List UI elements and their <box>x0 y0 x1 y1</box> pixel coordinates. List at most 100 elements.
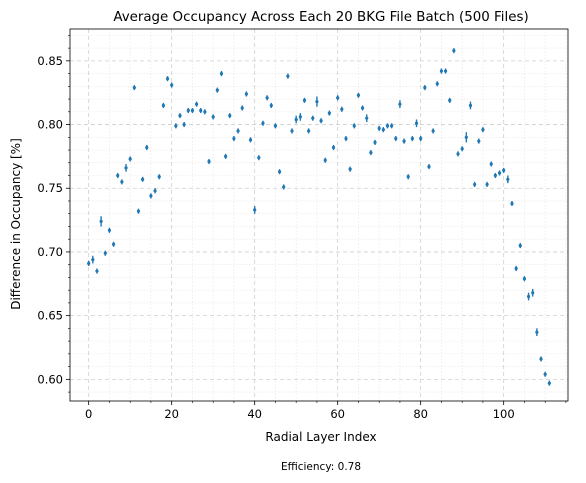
data-point <box>290 129 294 133</box>
data-point <box>319 119 323 123</box>
data-point <box>236 129 240 133</box>
data-point <box>410 136 414 141</box>
data-point <box>460 147 464 151</box>
data-point <box>414 121 419 125</box>
data-point <box>323 158 327 162</box>
data-point <box>526 294 531 299</box>
data-point <box>385 124 390 128</box>
data-point <box>394 136 398 141</box>
data-point <box>535 330 539 334</box>
data-point <box>336 96 340 100</box>
data-point <box>439 69 444 73</box>
data-point <box>485 182 489 187</box>
data-point <box>215 88 219 92</box>
data-point <box>547 381 551 385</box>
data-point <box>199 108 203 113</box>
data-point <box>373 140 377 144</box>
data-point <box>431 129 435 133</box>
data-point <box>240 106 244 110</box>
data-point <box>398 102 402 106</box>
data-point <box>182 122 186 127</box>
data-point <box>244 92 248 96</box>
data-point <box>194 102 199 106</box>
x-tick-label: 100 <box>493 407 515 421</box>
data-point <box>514 266 518 271</box>
data-point <box>307 129 311 133</box>
efficiency-footnote: Efficiency: 0.78 <box>281 461 361 473</box>
data-point <box>481 128 485 132</box>
data-point <box>311 116 315 120</box>
data-point <box>178 114 182 118</box>
data-point <box>502 168 506 173</box>
data-point <box>219 71 224 76</box>
data-point <box>348 167 352 171</box>
data-point <box>261 121 265 125</box>
data-point <box>443 69 448 73</box>
y-tick-label: 0.60 <box>37 372 63 386</box>
data-point <box>510 201 514 206</box>
data-point <box>228 114 232 118</box>
x-tick-label: 0 <box>85 407 92 421</box>
data-point <box>161 103 165 108</box>
data-point <box>186 108 190 113</box>
data-point <box>360 106 365 110</box>
data-point <box>132 86 136 90</box>
data-point <box>473 182 477 187</box>
data-point <box>257 156 261 160</box>
data-point <box>99 219 103 223</box>
data-point <box>506 177 510 181</box>
data-point <box>294 117 298 122</box>
data-point <box>136 209 141 213</box>
data-point <box>273 124 278 128</box>
data-point <box>107 228 112 232</box>
y-tick-label: 0.80 <box>37 118 63 132</box>
data-point <box>427 164 431 169</box>
y-tick-label: 0.75 <box>37 181 63 195</box>
data-point <box>477 139 481 143</box>
data-point <box>165 77 170 81</box>
data-point <box>265 96 269 100</box>
y-tick-label: 0.70 <box>37 245 63 259</box>
data-point <box>224 154 228 158</box>
data-point <box>116 173 120 178</box>
data-point <box>543 372 547 376</box>
data-point <box>390 124 394 128</box>
data-point <box>190 108 195 113</box>
data-point <box>344 136 348 141</box>
data-point <box>522 277 527 281</box>
data-point <box>248 138 253 142</box>
data-point <box>174 124 178 128</box>
data-point <box>232 136 236 141</box>
chart-title: Average Occupancy Across Each 20 BKG Fil… <box>113 10 528 25</box>
data-point <box>489 162 493 166</box>
x-tick-label: 60 <box>330 407 345 421</box>
data-point <box>435 82 439 86</box>
data-point <box>103 251 107 255</box>
data-point <box>207 159 211 164</box>
axes-frame <box>69 28 569 402</box>
data-point <box>419 136 423 141</box>
data-point <box>87 261 91 266</box>
data-point <box>493 173 497 178</box>
data-point <box>356 93 361 97</box>
data-point <box>315 100 319 104</box>
data-point <box>298 115 302 119</box>
data-point <box>269 103 273 108</box>
x-tick-label: 40 <box>247 407 262 421</box>
data-point <box>423 86 427 90</box>
data-point <box>145 145 149 150</box>
data-point <box>111 242 116 246</box>
y-axis-label: Difference in Occupancy [%] <box>9 138 23 310</box>
data-point <box>157 175 161 179</box>
data-point <box>141 177 145 181</box>
data-point <box>211 115 215 119</box>
y-tick-label: 0.85 <box>37 54 63 68</box>
data-point <box>497 171 502 175</box>
data-point <box>352 124 356 128</box>
data-point <box>128 157 132 161</box>
data-point <box>448 98 452 102</box>
data-point <box>253 208 257 212</box>
data-point <box>277 170 282 174</box>
data-point <box>518 243 522 248</box>
